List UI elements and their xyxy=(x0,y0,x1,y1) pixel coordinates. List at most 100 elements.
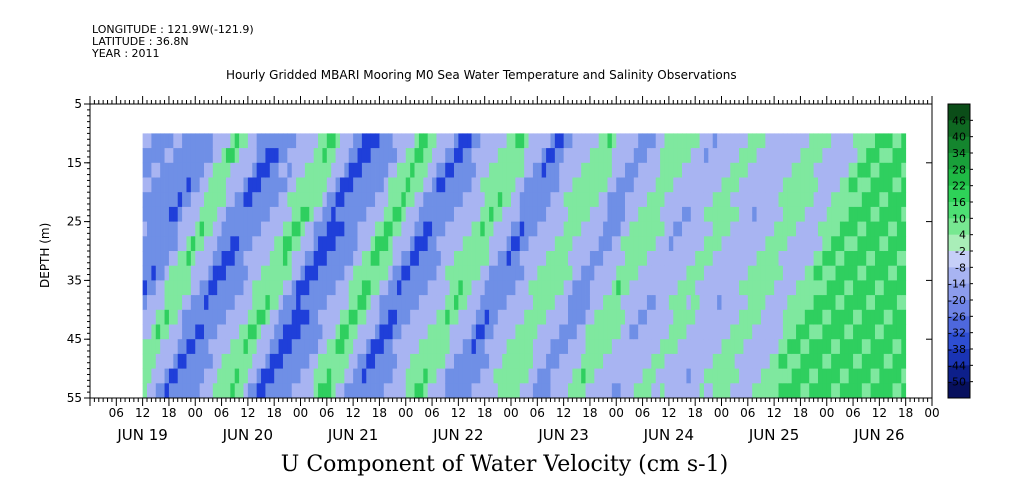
heatmap-cell xyxy=(348,177,354,193)
heatmap-cell xyxy=(313,339,319,355)
heatmap-cell xyxy=(734,251,740,267)
heatmap-cell xyxy=(826,162,832,178)
heatmap-cell xyxy=(686,295,692,311)
heatmap-cell xyxy=(611,162,617,178)
heatmap-cell xyxy=(313,133,319,149)
heatmap-cell xyxy=(331,265,336,281)
heatmap-cell xyxy=(396,309,402,325)
heatmap-cell xyxy=(199,251,205,267)
heatmap-cell xyxy=(739,162,744,178)
heatmap-cell xyxy=(844,162,850,178)
heatmap-cell xyxy=(410,192,415,208)
heatmap-cell xyxy=(164,162,170,178)
heatmap-cell xyxy=(471,192,477,208)
heatmap-cell xyxy=(142,206,148,222)
heatmap-cell xyxy=(155,309,161,325)
heatmap-cell xyxy=(265,324,271,340)
heatmap-cell xyxy=(208,353,214,369)
heatmap-cell xyxy=(642,368,648,384)
heatmap-cell xyxy=(563,177,569,193)
heatmap-cell xyxy=(563,309,569,325)
heatmap-cell xyxy=(186,309,192,325)
heatmap-cell xyxy=(559,251,565,267)
heatmap-cell xyxy=(423,265,429,281)
heatmap-cell xyxy=(646,280,652,296)
heatmap-cell xyxy=(160,251,165,267)
heatmap-cell xyxy=(682,265,687,281)
heatmap-cell xyxy=(173,383,179,399)
heatmap-cell xyxy=(616,251,622,267)
heatmap-cell xyxy=(489,192,494,208)
heatmap-cell xyxy=(261,265,266,281)
heatmap-cell xyxy=(717,309,722,325)
heatmap-cell xyxy=(190,177,196,193)
heatmap-cell xyxy=(243,383,249,399)
heatmap-cell xyxy=(265,162,271,178)
heatmap-cell xyxy=(396,192,402,208)
heatmap-cell xyxy=(366,206,372,222)
heatmap-cell xyxy=(462,295,468,311)
heatmap-cell xyxy=(563,251,569,267)
heatmap-cell xyxy=(168,177,174,193)
heatmap-cell xyxy=(787,133,793,149)
heatmap-cell xyxy=(318,221,323,237)
heatmap-cell xyxy=(638,309,643,325)
heatmap-cell xyxy=(769,383,775,399)
heatmap-cell xyxy=(550,265,556,281)
heatmap-cell xyxy=(164,206,170,222)
heatmap-cell xyxy=(497,280,503,296)
heatmap-cell xyxy=(752,280,757,296)
heatmap-cell xyxy=(541,309,547,325)
heatmap-cell xyxy=(256,133,262,149)
heatmap-cell xyxy=(804,251,810,267)
heatmap-cell xyxy=(274,221,279,237)
heatmap-cell xyxy=(361,162,367,178)
heatmap-cell xyxy=(173,324,179,340)
heatmap-cell xyxy=(489,339,494,355)
heatmap-cell xyxy=(471,383,477,399)
heatmap-cell xyxy=(524,251,529,267)
heatmap-cell xyxy=(532,265,538,281)
heatmap-cell xyxy=(445,280,451,296)
heatmap-cell xyxy=(160,221,165,237)
heatmap-cell xyxy=(695,251,700,267)
heatmap-cell xyxy=(756,368,762,384)
heatmap-cell xyxy=(423,251,429,267)
heatmap-cell xyxy=(361,265,367,281)
heatmap-cell xyxy=(550,133,556,149)
heatmap-cell xyxy=(581,339,586,355)
heatmap-cell xyxy=(638,206,643,222)
heatmap-cell xyxy=(646,221,652,237)
heatmap-cell xyxy=(392,177,398,193)
heatmap-cell xyxy=(721,148,727,164)
heatmap-cell xyxy=(831,280,836,296)
heatmap-cell xyxy=(296,221,301,237)
heatmap-cell xyxy=(230,324,236,340)
heatmap-cell xyxy=(190,383,196,399)
heatmap-cell xyxy=(861,177,867,193)
heatmap-cell xyxy=(752,148,757,164)
heatmap-cell xyxy=(511,339,516,355)
heatmap-cell xyxy=(765,177,771,193)
heatmap-cell xyxy=(484,221,490,237)
heatmap-cell xyxy=(427,309,433,325)
heatmap-cell xyxy=(717,324,722,340)
heatmap-cell xyxy=(638,148,643,164)
heatmap-cell xyxy=(620,221,626,237)
heatmap-cell xyxy=(357,309,363,325)
heatmap-cell xyxy=(752,192,757,208)
heatmap-cell xyxy=(568,295,573,311)
heatmap-cell xyxy=(480,324,486,340)
heatmap-cell xyxy=(256,162,262,178)
heatmap-cell xyxy=(888,353,893,369)
heatmap-cell xyxy=(642,133,648,149)
heatmap-cell xyxy=(817,206,823,222)
heatmap-cell xyxy=(541,383,547,399)
heatmap-cell xyxy=(804,368,810,384)
heatmap-cell xyxy=(348,133,354,149)
heatmap-cell xyxy=(725,295,731,311)
heatmap-cell xyxy=(366,221,372,237)
heatmap-cell xyxy=(410,221,415,237)
heatmap-cell xyxy=(511,353,516,369)
heatmap-cell xyxy=(791,280,797,296)
